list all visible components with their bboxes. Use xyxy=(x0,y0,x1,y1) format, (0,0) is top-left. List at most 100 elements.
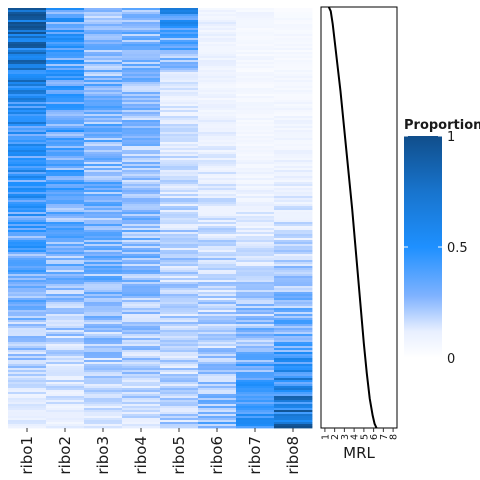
heatmap-cell xyxy=(274,266,313,269)
heatmap-cell xyxy=(198,34,237,37)
heatmap-cell xyxy=(46,320,85,323)
heatmap-cell xyxy=(122,354,161,357)
heatmap-cell xyxy=(198,154,237,157)
heatmap-cell xyxy=(160,318,199,321)
heatmap-cell xyxy=(236,198,275,201)
heatmap-cell xyxy=(84,278,123,281)
heatmap-cell xyxy=(160,426,199,429)
heatmap-cell xyxy=(236,92,275,95)
heatmap-cell xyxy=(84,352,123,355)
heatmap-cell xyxy=(122,30,161,33)
heatmap-cell xyxy=(236,286,275,289)
heatmap-cell xyxy=(274,258,313,261)
heatmap-cell xyxy=(84,374,123,377)
heatmap-cell xyxy=(46,364,85,367)
heatmap-cell xyxy=(84,80,123,83)
heatmap-cell xyxy=(160,192,199,195)
heatmap-cell xyxy=(198,350,237,353)
heatmap-cell xyxy=(236,232,275,235)
heatmap-cell xyxy=(274,48,313,51)
heatmap-cell xyxy=(160,56,199,59)
heatmap-cell xyxy=(198,372,237,375)
heatmap-cell xyxy=(122,78,161,81)
heatmap-cell xyxy=(122,32,161,35)
heatmap-cell xyxy=(160,342,199,345)
heatmap-cell xyxy=(122,118,161,121)
heatmap-cell xyxy=(160,100,199,103)
heatmap-cell xyxy=(160,16,199,19)
heatmap-cell xyxy=(8,86,47,89)
heatmap-cell xyxy=(274,234,313,237)
heatmap-cell xyxy=(122,360,161,363)
heatmap-cell xyxy=(46,372,85,375)
heatmap-cell xyxy=(274,206,313,209)
heatmap-cell xyxy=(122,292,161,295)
heatmap-cell xyxy=(274,204,313,207)
heatmap-cell xyxy=(198,250,237,253)
heatmap-cell xyxy=(236,346,275,349)
heatmap-cell xyxy=(122,218,161,221)
heatmap-cell xyxy=(160,206,199,209)
heatmap-cell xyxy=(46,318,85,321)
heatmap-cell xyxy=(84,376,123,379)
heatmap-cell xyxy=(274,386,313,389)
heatmap-cell xyxy=(198,314,237,317)
heatmap-cell xyxy=(160,266,199,269)
heatmap-cell xyxy=(274,384,313,387)
heatmap-cell xyxy=(8,94,47,97)
heatmap-cell xyxy=(198,184,237,187)
heatmap-cell xyxy=(122,202,161,205)
heatmap-cell xyxy=(198,168,237,171)
heatmap-cell xyxy=(8,76,47,79)
heatmap-cell xyxy=(274,286,313,289)
heatmap-cell xyxy=(236,126,275,129)
heatmap-cell xyxy=(236,60,275,63)
heatmap-cell xyxy=(46,302,85,305)
heatmap-cell xyxy=(122,96,161,99)
heatmap-cell xyxy=(198,352,237,355)
heatmap-cell xyxy=(236,94,275,97)
heatmap-cell xyxy=(198,186,237,189)
heatmap-cell xyxy=(122,148,161,151)
heatmap-cell xyxy=(198,408,237,411)
heatmap-cell xyxy=(160,234,199,237)
heatmap-cell xyxy=(84,124,123,127)
heatmap-cell xyxy=(84,414,123,417)
heatmap-cell xyxy=(46,390,85,393)
heatmap-cell xyxy=(198,134,237,137)
heatmap-cell xyxy=(274,284,313,287)
heatmap-cell xyxy=(84,178,123,181)
heatmap-cell xyxy=(236,310,275,313)
heatmap-cell xyxy=(198,130,237,133)
heatmap-cell xyxy=(46,74,85,77)
heatmap-cell xyxy=(160,168,199,171)
heatmap-cell xyxy=(198,190,237,193)
heatmap-cell xyxy=(46,134,85,137)
heatmap-cell xyxy=(160,358,199,361)
heatmap-cell xyxy=(8,88,47,91)
heatmap-cell xyxy=(8,320,47,323)
heatmap-cell xyxy=(46,362,85,365)
heatmap-cell xyxy=(122,114,161,117)
heatmap-cell xyxy=(198,236,237,239)
heatmap-cell xyxy=(84,152,123,155)
heatmap-cell xyxy=(274,216,313,219)
heatmap-cell xyxy=(46,62,85,65)
heatmap-cell xyxy=(236,136,275,139)
heatmap-cell xyxy=(8,22,47,25)
heatmap-cell xyxy=(160,280,199,283)
heatmap-cell xyxy=(122,254,161,257)
heatmap-cell xyxy=(122,340,161,343)
heatmap-cell xyxy=(46,274,85,277)
heatmap-cell xyxy=(8,46,47,49)
heatmap-cell xyxy=(236,14,275,17)
heatmap-cell xyxy=(198,64,237,67)
heatmap-cell xyxy=(46,92,85,95)
heatmap-cell xyxy=(160,332,199,335)
heatmap-cell xyxy=(46,334,85,337)
heatmap-cell xyxy=(84,186,123,189)
heatmap-cell xyxy=(46,238,85,241)
heatmap-cell xyxy=(84,316,123,319)
heatmap-cell xyxy=(198,308,237,311)
heatmap-cell xyxy=(198,230,237,233)
